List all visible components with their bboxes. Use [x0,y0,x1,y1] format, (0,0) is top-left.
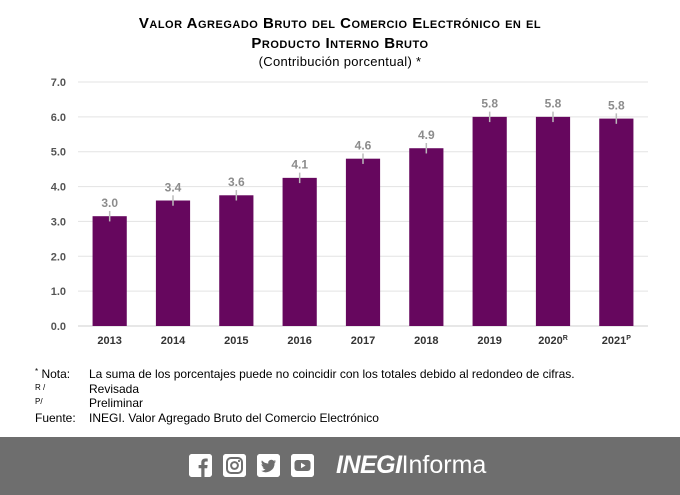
bar-chart: 0.0 1.0 2.0 3.0 4.0 5.0 6.0 7.0 3.0 2013 3.4 2014 3.… [51,77,648,347]
y-tick-label-6: 6.0 [51,112,66,124]
bar-2017 [345,158,381,326]
notes-block: * Nota: La suma de los porcentajes puede… [35,367,575,426]
x-tick-label-2014: 2014 [161,335,186,347]
y-tick-label-5: 5.0 [51,147,66,159]
y-tick-label-7: 7.0 [51,77,66,89]
x-tick-label-2018: 2018 [414,335,438,347]
y-tick-label-4: 4.0 [51,182,66,194]
note-key-r: R / [35,382,46,392]
bar-2015 [219,195,254,326]
inegi-informa-logo[interactable]: INEGIInforma [336,450,486,480]
chart-title-line-1: Valor Agregado Bruto del Comercio Electr… [138,15,542,32]
chart-title-line-2: Producto Interno Bruto [251,35,429,52]
bar-2016 [282,177,317,326]
y-tick-label-1: 1.0 [51,286,66,298]
note-key-fuente: Fuente: [35,410,76,425]
brand-inegi: INEGI [336,451,402,479]
twitter-icon[interactable] [257,454,280,477]
bar-2020 [535,116,571,326]
data-label-2017: 4.6 [355,138,372,152]
note-key-nota: Nota: [38,367,71,381]
x-tick-label-2019: 2019 [477,335,501,347]
chart-subtitle: (Contribución porcentual) * [258,54,422,69]
x-tick-label-2016: 2016 [287,335,311,347]
note-row-revisada: R / Revisada [35,381,575,398]
brand-informa: Informa [401,451,487,479]
bar-2013 [92,216,127,326]
youtube-icon[interactable] [291,454,314,477]
bar-2021 [599,118,634,326]
data-label-2013: 3.0 [101,196,118,210]
note-text-revisada: Revisada [89,381,140,396]
x-tick-label-2021: 2021P [602,335,631,347]
note-text-fuente: INEGI. Valor Agregado Bruto del Comercio… [89,410,379,425]
data-label-2019: 5.8 [481,97,498,111]
bar-2019 [472,116,507,326]
x-tick-superscript-2021: P [626,335,631,342]
data-label-2021: 5.8 [608,98,625,112]
note-key-p: P/ [35,397,43,406]
data-label-2015: 3.6 [228,175,245,189]
x-tick-label-2017: 2017 [351,335,375,347]
social-links [189,454,314,477]
note-key-asterisk: * [35,367,39,376]
bar-2018 [409,148,444,326]
y-tick-label-3: 3.0 [51,216,66,228]
x-tick-label-2015: 2015 [224,335,248,347]
note-row-nota: * Nota: La suma de los porcentajes puede… [35,367,575,383]
note-text-nota: La suma de los porcentajes puede no coin… [89,367,575,381]
x-tick-label-2020: 2020R [538,335,568,347]
data-label-2018: 4.9 [418,128,435,142]
data-label-2014: 3.4 [165,180,182,194]
data-label-2016: 4.1 [291,158,308,172]
data-label-2020: 5.8 [545,97,562,111]
note-row-preliminar: P/ Preliminar [35,396,575,412]
y-tick-label-2: 2.0 [51,251,66,263]
chart-title: Valor Agregado Bruto del Comercio Electr… [0,14,680,54]
note-row-fuente: Fuente: INEGI. Valor Agregado Bruto del … [35,410,575,426]
x-tick-label-2013: 2013 [97,335,121,347]
note-text-preliminar: Preliminar [89,396,144,410]
bar-2014 [155,200,191,326]
x-tick-superscript-2020: R [563,335,568,342]
footer-bar: INEGIInforma [0,437,680,495]
facebook-icon[interactable] [189,454,212,477]
instagram-icon[interactable] [223,454,246,477]
y-tick-label-0: 0.0 [51,321,66,333]
